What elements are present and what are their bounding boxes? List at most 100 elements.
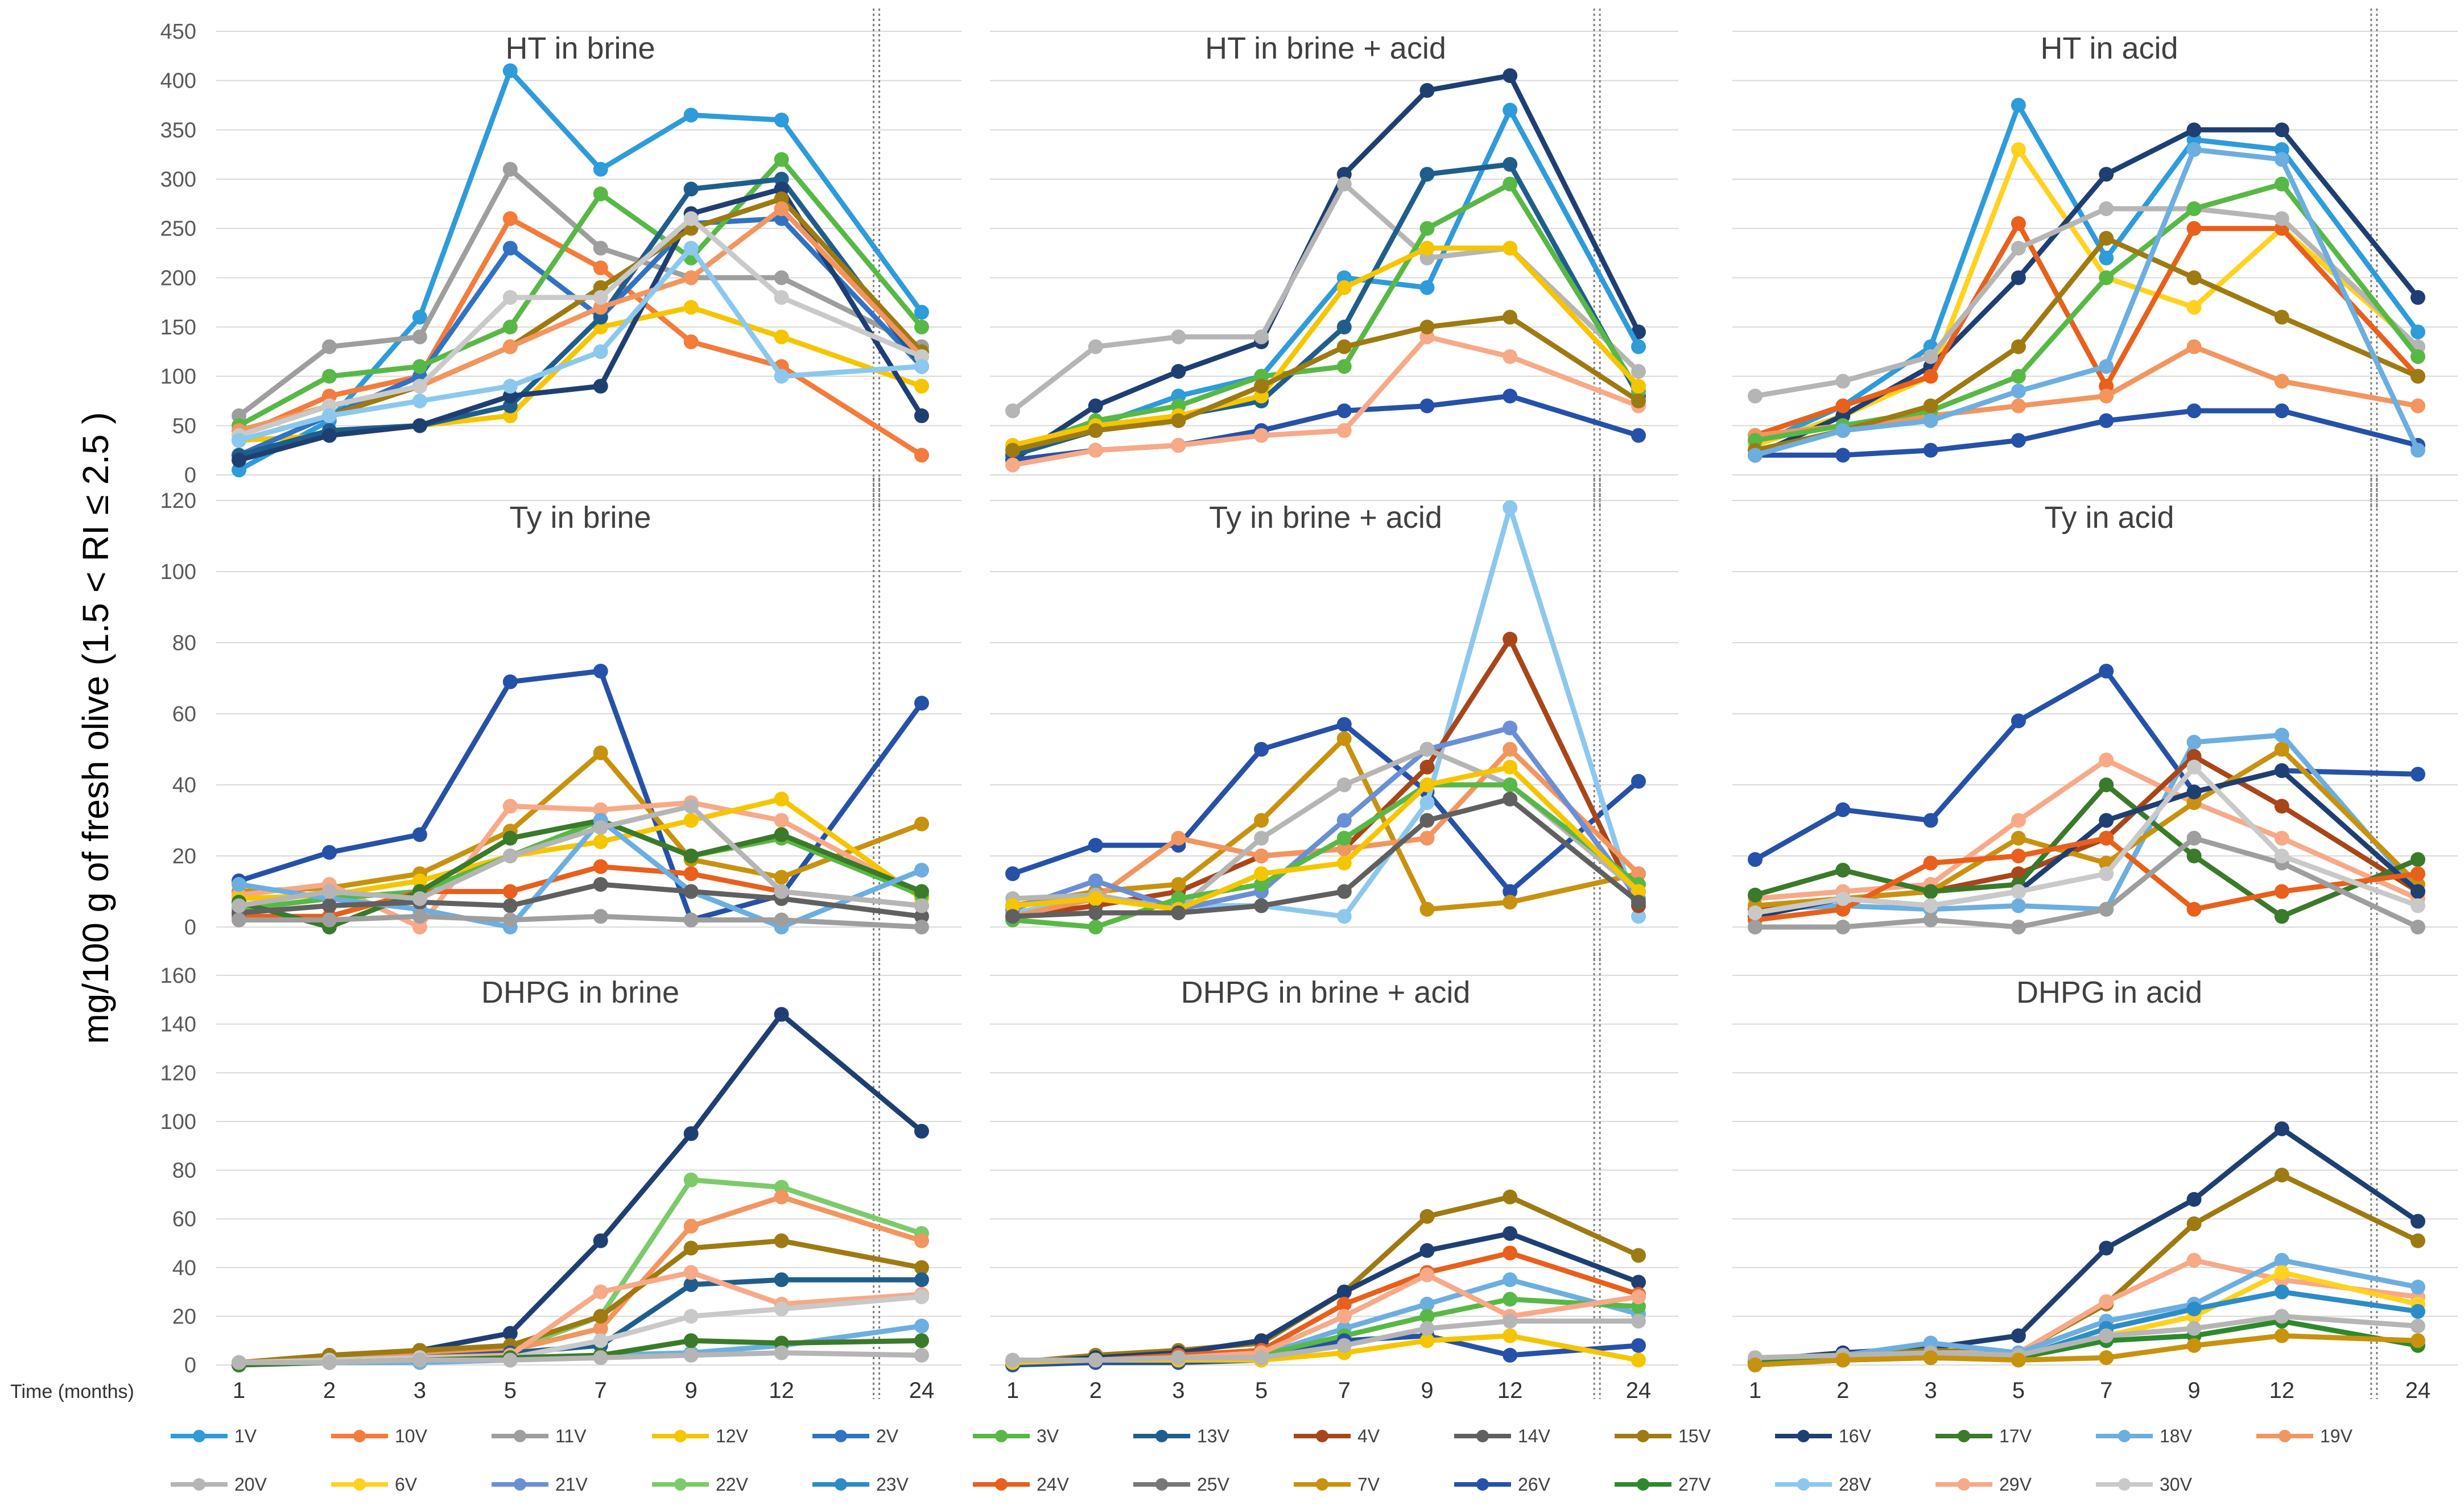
data-point: [1419, 1296, 1435, 1312]
data-point: [502, 674, 518, 689]
data-point: [2011, 920, 2026, 934]
data-point: [2011, 433, 2026, 448]
data-point: [774, 1272, 789, 1288]
data-point: [1503, 792, 1518, 806]
data-point: [593, 1333, 608, 1348]
data-point: [1835, 863, 1851, 878]
legend-item-20V: 20V: [171, 1474, 267, 1495]
series-line: [237, 156, 924, 428]
data-point: [2411, 1280, 2425, 1294]
data-point: [1631, 1352, 1646, 1368]
data-point: [1336, 1309, 1352, 1324]
legend-item-14V: 14V: [1454, 1426, 1551, 1446]
y-tick-label: 0: [184, 916, 196, 940]
data-point: [1336, 884, 1352, 899]
data-point: [232, 877, 246, 892]
data-point: [2099, 901, 2114, 917]
data-point: [2099, 413, 2114, 428]
data-point: [1336, 423, 1352, 438]
series-line: [1755, 408, 2419, 458]
data-point: [1923, 413, 1938, 428]
series-11V: [232, 162, 929, 423]
data-point: [914, 1289, 929, 1305]
data-point: [774, 369, 789, 384]
data-point: [1503, 241, 1518, 256]
legend-item-22V: 22V: [652, 1474, 749, 1495]
data-point: [1336, 1296, 1352, 1312]
data-point: [1419, 795, 1435, 810]
series-line: [1012, 245, 1641, 448]
panel-5: Ty in brine + acid: [990, 478, 1678, 961]
y-tick-label: 80: [172, 1159, 196, 1183]
data-point: [2099, 664, 2114, 679]
data-point: [1631, 364, 1646, 379]
data-point: [1631, 1289, 1646, 1305]
data-point: [774, 1007, 789, 1022]
series-line: [238, 1012, 923, 1368]
series-line: [1012, 181, 1641, 453]
x-tick-label: 1: [233, 1378, 245, 1403]
data-point: [2186, 849, 2202, 863]
data-point: [1748, 1358, 1763, 1372]
data-point: [1419, 742, 1435, 757]
data-point: [2186, 300, 2202, 315]
data-point: [1503, 1272, 1518, 1288]
legend-label: 29V: [1999, 1474, 2032, 1495]
data-point: [1631, 909, 1646, 924]
x-axis-label: Time (months): [10, 1381, 134, 1403]
data-point: [1419, 1243, 1435, 1258]
data-point: [683, 241, 699, 256]
legend-label: 26V: [1518, 1474, 1551, 1495]
data-point: [2099, 388, 2114, 404]
data-point: [774, 329, 789, 345]
data-point: [1005, 866, 1020, 882]
data-point: [1419, 1309, 1435, 1324]
legend-marker: [674, 1430, 687, 1442]
data-point: [683, 1172, 699, 1188]
data-point: [2099, 1328, 2114, 1343]
series-15V: [1005, 309, 1646, 458]
data-point: [412, 379, 427, 394]
series-line: [1012, 722, 1640, 894]
data-point: [593, 379, 608, 394]
series-line: [1754, 147, 2421, 458]
data-point: [412, 418, 427, 433]
data-point: [2274, 884, 2289, 899]
panel-1: 0 50 100 150 200 250 300 350 400 450 HT in brine: [160, 9, 961, 509]
data-point: [1088, 442, 1103, 458]
legend-marker: [1155, 1430, 1168, 1442]
legend-label: 23V: [876, 1474, 909, 1495]
data-point: [412, 329, 427, 345]
data-point: [1835, 802, 1851, 817]
data-point: [1923, 398, 1938, 413]
data-point: [1923, 855, 1938, 871]
data-point: [2186, 901, 2202, 917]
data-point: [2011, 241, 2026, 256]
legend-label: 13V: [1197, 1426, 1230, 1446]
data-point: [1503, 1189, 1518, 1205]
data-point: [321, 884, 337, 899]
data-point: [2011, 1328, 2026, 1343]
x-tick-label: 7: [1338, 1378, 1351, 1403]
x-tick-label: 9: [2188, 1378, 2200, 1403]
data-point: [502, 290, 518, 305]
data-point: [914, 320, 929, 334]
data-point: [683, 1126, 699, 1141]
panel-title: Ty in brine: [509, 500, 651, 535]
data-point: [593, 802, 608, 817]
data-point: [1419, 1333, 1435, 1348]
data-point: [774, 1233, 789, 1248]
data-point: [683, 107, 699, 123]
legend-marker: [2118, 1430, 2131, 1442]
data-point: [1503, 631, 1518, 647]
data-point: [914, 448, 929, 463]
data-point: [1336, 731, 1352, 746]
data-point: [683, 1309, 699, 1324]
data-point: [593, 877, 608, 892]
legend-item-10V: 10V: [331, 1426, 428, 1446]
data-point: [1503, 721, 1518, 735]
data-point: [2274, 763, 2289, 778]
panel-title: HT in brine + acid: [1205, 31, 1446, 65]
data-point: [774, 912, 789, 928]
